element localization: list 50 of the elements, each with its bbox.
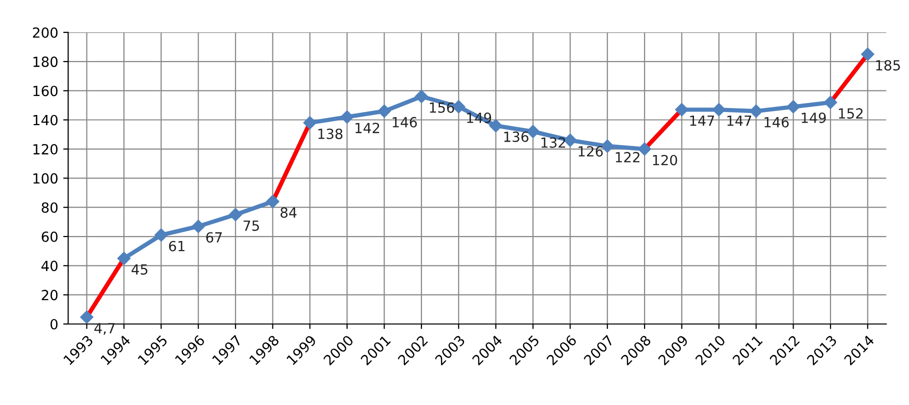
point [712,103,726,116]
data-label: 75 [244,220,259,231]
y-tick-label: 180 [33,56,58,68]
y-tick-label: 160 [33,86,58,96]
y-tick-label: 200 [32,27,58,38]
point [564,134,577,147]
point [266,194,280,208]
y-tick-label: 20 [42,290,58,300]
data-label: 152 [838,108,863,119]
point [824,96,838,109]
point [117,252,131,265]
data-label: 45 [132,264,148,275]
point [638,142,652,156]
data-label: 146 [764,116,789,128]
y-tick-label: 40 [41,260,58,272]
point [675,103,688,116]
data-label: 120 [653,154,678,166]
data-label: 4,7 [94,323,115,335]
y-tick-label: 120 [33,144,58,155]
data-label: 132 [541,137,566,148]
data-label: 147 [727,116,752,126]
data-label: 61 [169,240,184,252]
point [192,220,205,233]
point [80,310,94,324]
y-tick-label: 80 [42,202,58,213]
point [378,104,391,118]
point [340,110,354,124]
data-label: 67 [206,232,222,243]
data-label: 185 [876,60,900,71]
data-label: 142 [356,122,380,134]
point [786,100,800,114]
point [414,90,428,104]
point [861,48,874,61]
point [750,104,763,118]
data-label: 138 [318,128,342,140]
point [303,116,316,130]
y-tick-label: 140 [33,114,58,126]
data-label: 147 [690,116,714,126]
data-label: 126 [578,146,603,157]
data-label: 136 [504,132,528,142]
y-tick-label: 100 [33,173,58,184]
y-tick-label: 0 [50,318,58,330]
data-label: 84 [280,207,297,218]
data-label: 146 [392,116,417,128]
y-tick-label: 60 [42,231,58,242]
point [154,228,168,242]
data-label: 149 [802,112,826,124]
data-label: 156 [430,102,454,113]
point [228,208,242,222]
data-label: 122 [616,152,640,162]
